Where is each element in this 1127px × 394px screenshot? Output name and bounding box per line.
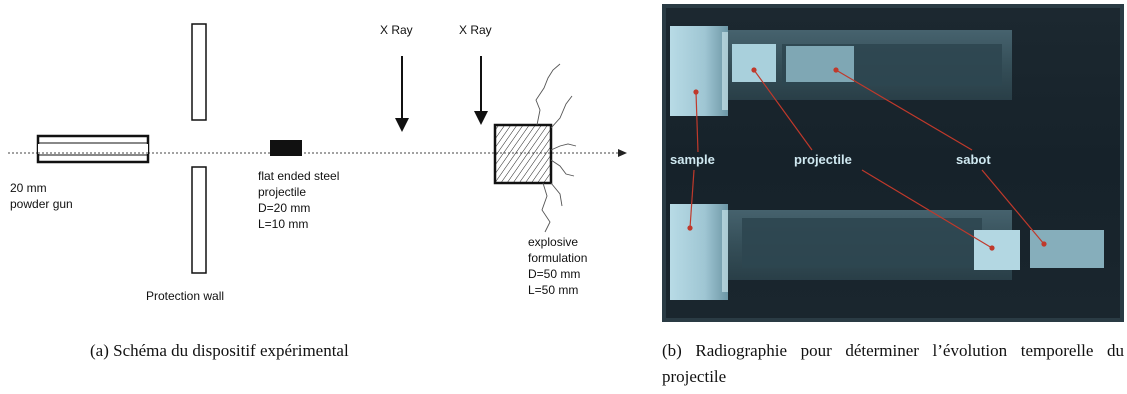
sample-label: sample bbox=[670, 152, 715, 167]
lower-projectile bbox=[974, 230, 1020, 270]
pointer-lines bbox=[687, 67, 1047, 251]
gun-label: 20 mm powder gun bbox=[10, 181, 73, 211]
xray-label-1: X Ray bbox=[380, 23, 413, 37]
caption-a: (a) Schéma du dispositif expérimental bbox=[90, 341, 349, 360]
projectile-label-rad: projectile bbox=[794, 152, 852, 167]
protection-wall-upper bbox=[191, 23, 207, 121]
upper-sabot bbox=[786, 46, 854, 82]
steel-projectile bbox=[270, 140, 302, 156]
upper-sample bbox=[670, 26, 728, 116]
lower-sample bbox=[670, 204, 728, 300]
explosive-label: explosive formulation D=50 mm L=50 mm bbox=[528, 235, 591, 297]
xray-label-2: X Ray bbox=[459, 23, 492, 37]
lower-sabot bbox=[1030, 230, 1104, 268]
upper-projectile bbox=[732, 44, 776, 82]
schematic-diagram: 20 mm powder gun flat ended steel projec… bbox=[8, 23, 627, 303]
caption-b: (b) Radiographie pour déterminer l’évolu… bbox=[662, 341, 1124, 386]
explosive-sample bbox=[493, 123, 553, 185]
trajectory-arrowhead bbox=[618, 149, 627, 157]
radiograph-image: sample projectile sabot bbox=[662, 4, 1124, 322]
projectile-label: flat ended steel projectile D=20 mm L=10… bbox=[258, 169, 343, 231]
protection-wall-lower bbox=[191, 166, 207, 274]
fragment-lines bbox=[535, 63, 577, 233]
wall-label: Protection wall bbox=[146, 289, 224, 303]
sabot-label: sabot bbox=[956, 152, 991, 167]
